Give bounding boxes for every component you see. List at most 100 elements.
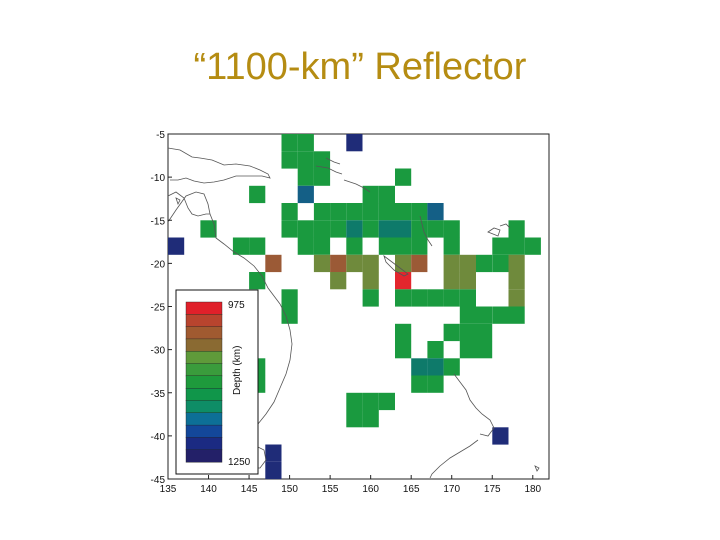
depth-cell bbox=[459, 254, 476, 273]
depth-cell bbox=[411, 289, 428, 307]
x-tick-label: 155 bbox=[322, 484, 339, 495]
depth-cell bbox=[476, 341, 493, 359]
depth-cell bbox=[330, 272, 347, 290]
depth-cell bbox=[346, 237, 363, 255]
coast-new-guinea bbox=[167, 147, 271, 184]
depth-cell bbox=[395, 220, 412, 238]
depth-cell bbox=[443, 272, 460, 290]
depth-cell bbox=[168, 237, 185, 255]
depth-cell bbox=[346, 203, 363, 221]
depth-cell bbox=[508, 306, 525, 324]
depth-cell bbox=[362, 289, 379, 307]
axis-ticks: 135 140 145 150 155 160 165 170 175 180 -5 -10 -15 -2… bbox=[151, 130, 542, 495]
y-tick-label: -45 bbox=[151, 475, 166, 486]
depth-cell bbox=[508, 237, 525, 255]
depth-cell bbox=[459, 341, 476, 359]
depth-cell bbox=[330, 203, 347, 221]
slide-title: “1100-km” Reflector bbox=[193, 46, 527, 88]
x-tick-label: 170 bbox=[443, 484, 460, 495]
depth-cell bbox=[378, 220, 395, 238]
depth-cell bbox=[281, 151, 298, 169]
depth-cell bbox=[297, 151, 314, 169]
depth-cell bbox=[232, 237, 250, 255]
depth-cell bbox=[313, 151, 331, 169]
coast-vanuatu bbox=[419, 215, 433, 247]
y-tick-label: -15 bbox=[151, 216, 166, 227]
depth-cell bbox=[313, 168, 331, 186]
colorbar-swatch bbox=[185, 326, 223, 340]
depth-cell bbox=[313, 220, 331, 238]
depth-cell bbox=[362, 254, 379, 273]
y-tick-label: -20 bbox=[151, 259, 166, 270]
y-tick-label: -30 bbox=[151, 346, 166, 357]
depth-cell bbox=[281, 306, 298, 324]
x-tick-label: 140 bbox=[200, 484, 217, 495]
depth-cell bbox=[459, 306, 476, 324]
coast-fiji-1 bbox=[487, 227, 501, 237]
depth-cell bbox=[362, 220, 379, 238]
depth-cell bbox=[265, 254, 282, 273]
y-tick-label: -10 bbox=[151, 173, 166, 184]
x-tick-label: 165 bbox=[403, 484, 420, 495]
depth-cell bbox=[313, 203, 331, 221]
depth-cell bbox=[297, 185, 314, 204]
x-tick-label: 160 bbox=[362, 484, 379, 495]
coast-nz-north bbox=[453, 373, 495, 437]
depth-cell bbox=[443, 323, 460, 342]
depth-cell bbox=[395, 203, 412, 221]
depth-cell bbox=[378, 185, 395, 204]
depth-cell bbox=[492, 427, 509, 445]
depth-cell bbox=[313, 254, 331, 273]
colorbar-swatch bbox=[185, 363, 223, 377]
depth-cell bbox=[459, 272, 476, 290]
depth-cell bbox=[378, 392, 395, 411]
depth-cell bbox=[427, 375, 444, 393]
depth-cell bbox=[395, 168, 412, 186]
depth-cell bbox=[362, 272, 379, 290]
depth-cell bbox=[346, 410, 363, 428]
coast-solomons-3 bbox=[343, 179, 371, 193]
depth-cell bbox=[427, 289, 444, 307]
depth-cell bbox=[265, 461, 282, 480]
depth-cell bbox=[297, 168, 314, 186]
coast-nz-south bbox=[429, 439, 479, 479]
depth-cell bbox=[443, 237, 460, 255]
colorbar-title: Depth (km) bbox=[232, 346, 243, 395]
depth-cell bbox=[411, 203, 428, 221]
depth-cell bbox=[281, 203, 298, 221]
depth-cell bbox=[330, 254, 347, 273]
depth-cell bbox=[395, 341, 412, 359]
colorbar-swatch bbox=[185, 314, 223, 328]
x-tick-label: 180 bbox=[524, 484, 541, 495]
depth-cell bbox=[459, 289, 476, 307]
colorbar-swatch bbox=[185, 351, 223, 365]
coast-islet-2 bbox=[175, 197, 181, 206]
depth-cell bbox=[411, 254, 428, 273]
depth-cell bbox=[395, 323, 412, 342]
colorbar-swatch bbox=[185, 338, 223, 352]
depth-cell bbox=[411, 220, 428, 238]
depth-cell bbox=[395, 237, 412, 255]
colorbar-swatch bbox=[185, 388, 223, 402]
depth-cell bbox=[492, 237, 509, 255]
depth-cell bbox=[346, 134, 363, 152]
colorbar: 975 1250 Depth (km) bbox=[175, 289, 259, 475]
depth-cell bbox=[443, 289, 460, 307]
depth-cell bbox=[395, 289, 412, 307]
depth-cell bbox=[427, 203, 444, 221]
depth-cell bbox=[443, 254, 460, 273]
colorbar-max-label: 1250 bbox=[228, 457, 251, 468]
colorbar-swatch bbox=[185, 424, 223, 438]
coast-solomons-2 bbox=[325, 157, 341, 165]
depth-cell bbox=[362, 392, 379, 411]
depth-cell bbox=[265, 444, 282, 462]
depth-cell bbox=[411, 237, 428, 255]
depth-cell bbox=[378, 237, 395, 255]
x-tick-label: 175 bbox=[484, 484, 501, 495]
depth-cell bbox=[508, 254, 525, 273]
depth-cell bbox=[508, 220, 525, 238]
coast-gulf-carpentaria bbox=[167, 191, 210, 217]
depth-cell bbox=[249, 272, 266, 290]
depth-cell bbox=[395, 254, 412, 273]
colorbar-swatch bbox=[185, 375, 223, 389]
